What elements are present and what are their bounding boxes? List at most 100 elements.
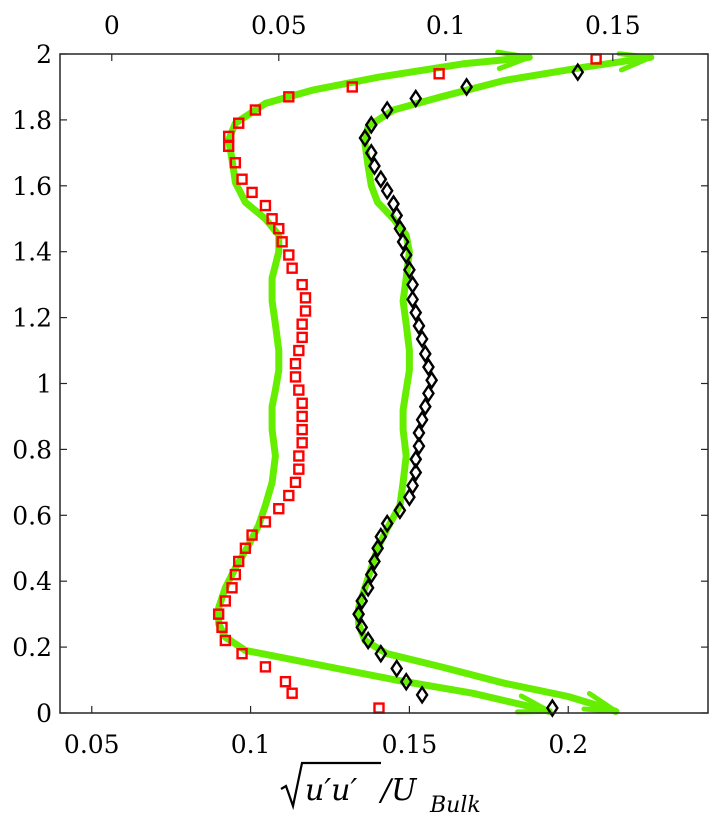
square-marker (293, 450, 305, 462)
x-axis-label-subscript: Bulk (429, 793, 481, 818)
square-marker (266, 213, 278, 225)
y-tick-label: 1 (36, 370, 52, 399)
square-marker (299, 292, 312, 304)
diamond-marker (374, 644, 388, 664)
diamond-marker (399, 672, 413, 692)
y-tick-label: 0.8 (12, 435, 52, 464)
square-marker (276, 236, 288, 248)
square-marker (279, 675, 292, 688)
square-marker (219, 634, 232, 647)
tick-labels-layer: 0 0.2 0.4 0.6 0.8 1 1.2 1.4 1.6 1.8 2 0.05 0.1 0.15 0.… (12, 11, 640, 759)
diamond-marker (409, 462, 423, 483)
diamond-marker (355, 591, 369, 611)
profile-line-1 (215, 53, 553, 715)
square-marker (296, 397, 308, 409)
square-marker (212, 608, 225, 620)
square-marker (296, 318, 308, 330)
diamond-marker (355, 617, 369, 637)
x-top-tick-label: 0.1 (426, 11, 466, 40)
square-marker (293, 463, 305, 475)
square-marker (236, 173, 248, 185)
y-tick-label: 1.4 (12, 238, 52, 267)
square-marker (286, 262, 298, 274)
diamond-marker (422, 383, 435, 404)
square-marker (289, 476, 302, 489)
square-marker (289, 371, 302, 383)
square-marker (296, 423, 308, 436)
square-marker (259, 661, 272, 673)
y-tick-label: 2 (36, 40, 52, 69)
square-marker (249, 104, 262, 116)
diamond-marker (418, 344, 432, 364)
diamond-marker (380, 181, 394, 201)
diamond-marker (364, 143, 378, 163)
diamond-marker (361, 630, 375, 651)
diamond-marker (545, 698, 559, 718)
diamond-marker (415, 685, 429, 705)
profile-line-arrowhead (581, 690, 619, 714)
y-tick-label: 0.6 (12, 501, 52, 530)
square-marker (296, 278, 308, 291)
diamond-marker (412, 316, 426, 336)
diamond-marker (352, 604, 366, 624)
square-marker (296, 331, 308, 344)
diamond-marker (358, 128, 372, 148)
x-bottom-tick-label: 0.1 (231, 730, 271, 759)
markers-layer (212, 53, 602, 718)
square-marker (229, 157, 242, 169)
x-bottom-tick-label: 0.2 (548, 730, 588, 759)
x-axis-label-rest: /U (378, 773, 418, 808)
diamond-marker (409, 88, 423, 109)
x-bottom-tick-label: 0.05 (64, 730, 120, 759)
square-marker (246, 186, 258, 199)
diamond-marker (402, 260, 416, 280)
square-marker (229, 568, 242, 581)
diamond-marker (393, 500, 407, 521)
diamond-marker (380, 513, 394, 534)
square-marker (373, 702, 385, 714)
square-marker (236, 647, 248, 660)
sqrt-sign (280, 761, 381, 811)
diamond-marker (368, 156, 381, 176)
square-marker (233, 117, 245, 129)
diamond-marker (425, 370, 439, 390)
square-marker (259, 199, 272, 212)
square-marker (246, 529, 258, 541)
x-top-tick-label: 0 (104, 11, 120, 40)
square-marker (293, 344, 305, 357)
square-marker (273, 503, 285, 515)
x-bottom-tick-label: 0.15 (382, 730, 438, 759)
diamond-marker (368, 551, 381, 572)
profile-line-2 (355, 53, 655, 715)
diamond-marker (402, 487, 416, 507)
square-marker (296, 410, 308, 423)
square-marker (273, 222, 285, 235)
ticks-layer (60, 53, 708, 714)
diamond-marker (371, 538, 385, 558)
diamond-marker (460, 77, 474, 97)
diamond-marker (409, 302, 423, 323)
diamond-marker (406, 289, 420, 310)
square-marker (289, 358, 302, 370)
square-marker (293, 384, 305, 396)
diamond-marker (399, 245, 413, 265)
diamond-marker (390, 205, 404, 226)
square-marker (216, 621, 228, 634)
x-axis-label: u′u′ /U Bulk (280, 761, 481, 818)
y-tick-label: 1.6 (12, 172, 52, 201)
square-marker (433, 68, 445, 80)
square-marker (239, 542, 252, 554)
square-marker (233, 555, 245, 568)
diamond-marker (418, 396, 432, 417)
y-tick-label: 1.8 (12, 106, 52, 135)
diamond-marker (364, 564, 378, 585)
diamond-marker (422, 357, 435, 377)
diamond-marker (412, 436, 426, 456)
diamond-marker (415, 410, 429, 430)
square-marker (299, 305, 312, 317)
square-marker (259, 516, 272, 528)
diamond-marker (390, 658, 404, 679)
diamond-marker (396, 232, 410, 252)
diamond-marker (361, 578, 375, 598)
